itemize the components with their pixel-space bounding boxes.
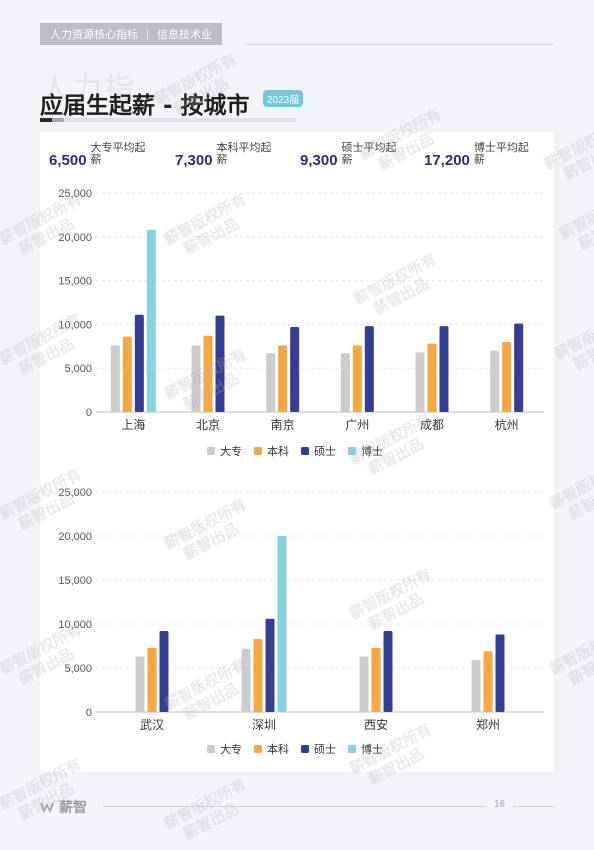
- y-tick-label: 5,000: [64, 363, 92, 375]
- page-title: 应届生起薪 - 按城市: [40, 93, 250, 119]
- header-divider: |: [146, 28, 149, 40]
- bar-boshi: [277, 536, 287, 712]
- bar-benke: [483, 651, 493, 712]
- legend-swatch: [254, 447, 262, 455]
- bar-dazhuan: [135, 656, 145, 712]
- bar-benke: [147, 647, 157, 712]
- bar-dazhuan: [359, 656, 369, 712]
- y-tick-label: 5,000: [64, 663, 92, 675]
- stat-label: 大专平均起薪: [90, 142, 146, 166]
- legend-swatch: [207, 745, 215, 753]
- y-tick-label: 0: [86, 707, 92, 719]
- bar-benke: [203, 335, 213, 412]
- year-badge: 2023届: [263, 90, 304, 107]
- legend-label: 本科: [267, 444, 289, 458]
- stat-dazhuan: 6,500 大专平均起薪: [49, 142, 153, 169]
- x-tick-label: 杭州: [495, 417, 519, 432]
- bar-benke: [253, 638, 263, 712]
- bar-shuoshi: [383, 631, 393, 712]
- stat-label: 本科平均起薪: [216, 142, 272, 166]
- bar-shuoshi: [495, 634, 505, 712]
- bar-shuoshi: [514, 323, 524, 412]
- header-tab: 人力资源核心指标 | 信息技术业: [40, 23, 222, 45]
- x-tick-label: 南京: [271, 417, 295, 432]
- stat-value: 9,300: [300, 152, 338, 169]
- bar-shuoshi: [364, 326, 374, 412]
- stat-boshi: 17,200 博士平均起薪: [424, 142, 536, 169]
- y-tick-label: 10,000: [58, 319, 92, 331]
- legend-label: 大专: [220, 742, 242, 756]
- chart-card: [40, 132, 554, 772]
- bar-shuoshi: [215, 315, 225, 412]
- legend-swatch: [254, 745, 262, 753]
- stat-benke: 7,300 本科平均起薪: [175, 142, 279, 169]
- bar-boshi: [146, 229, 156, 412]
- x-tick-label: 武汉: [140, 718, 164, 732]
- legend-swatch: [348, 447, 356, 455]
- title-underline: [40, 118, 296, 122]
- header-section: 人力资源核心指标: [50, 29, 138, 41]
- y-tick-label: 15,000: [58, 276, 92, 288]
- legend-label: 博士: [361, 743, 383, 756]
- bar-benke: [278, 345, 288, 412]
- y-tick-label: 15,000: [58, 575, 92, 587]
- y-tick-label: 25,000: [58, 188, 92, 200]
- legend-swatch: [207, 447, 215, 455]
- bar-benke: [427, 343, 437, 412]
- bar-shuoshi: [439, 326, 449, 412]
- y-tick-label: 10,000: [58, 619, 92, 631]
- bar-dazhuan: [241, 648, 251, 712]
- page-number: 16: [486, 799, 514, 810]
- stat-shuoshi: 9,300 硕士平均起薪: [300, 142, 404, 169]
- bar-benke: [352, 345, 362, 412]
- legend-label: 本科: [267, 742, 289, 756]
- y-tick-label: 20,000: [58, 531, 92, 543]
- stat-value: 6,500: [49, 152, 87, 169]
- header-rule: [245, 44, 554, 45]
- bar-benke: [502, 341, 512, 412]
- footer-logo-text: 薪智: [59, 799, 87, 815]
- logo-icon: [40, 802, 54, 813]
- bar-benke: [371, 647, 381, 712]
- stat-value: 7,300: [175, 152, 213, 169]
- y-tick-label: 20,000: [58, 232, 92, 244]
- x-tick-label: 郑州: [476, 717, 500, 732]
- bar-dazhuan: [471, 660, 481, 712]
- stat-value: 17,200: [424, 152, 470, 169]
- legend-swatch: [348, 745, 356, 753]
- footer-rule: [103, 806, 554, 807]
- bar-benke: [122, 336, 132, 412]
- y-tick-label: 0: [86, 407, 92, 419]
- bar-shuoshi: [265, 618, 275, 712]
- bar-dazhuan: [110, 345, 120, 412]
- footer-logo: 薪智: [40, 797, 87, 817]
- legend-label: 硕士: [314, 445, 336, 458]
- x-tick-label: 北京: [196, 418, 220, 432]
- y-tick-label: 25,000: [58, 487, 92, 499]
- header-category: 信息技术业: [156, 29, 212, 41]
- stat-label: 博士平均起薪: [473, 142, 529, 166]
- x-tick-label: 上海: [121, 417, 145, 432]
- bar-dazhuan: [191, 345, 201, 412]
- legend-swatch: [301, 745, 309, 753]
- legend-label: 博士: [361, 445, 383, 458]
- stat-label: 硕士平均起薪: [341, 142, 397, 166]
- x-tick-label: 西安: [364, 717, 388, 732]
- x-tick-label: 广州: [345, 418, 369, 432]
- bar-dazhuan: [415, 352, 425, 412]
- legend-label: 大专: [220, 444, 242, 458]
- legend-swatch: [301, 447, 309, 455]
- bar-shuoshi: [290, 327, 300, 412]
- bar-dazhuan: [340, 353, 350, 412]
- x-tick-label: 成都: [420, 418, 444, 432]
- bar-shuoshi: [159, 631, 169, 712]
- bar-shuoshi: [134, 314, 144, 412]
- bar-dazhuan: [266, 353, 276, 412]
- legend-label: 硕士: [314, 743, 336, 756]
- background-word: 人力指: [40, 72, 136, 107]
- x-tick-label: 深圳: [252, 718, 276, 732]
- bar-dazhuan: [490, 350, 500, 412]
